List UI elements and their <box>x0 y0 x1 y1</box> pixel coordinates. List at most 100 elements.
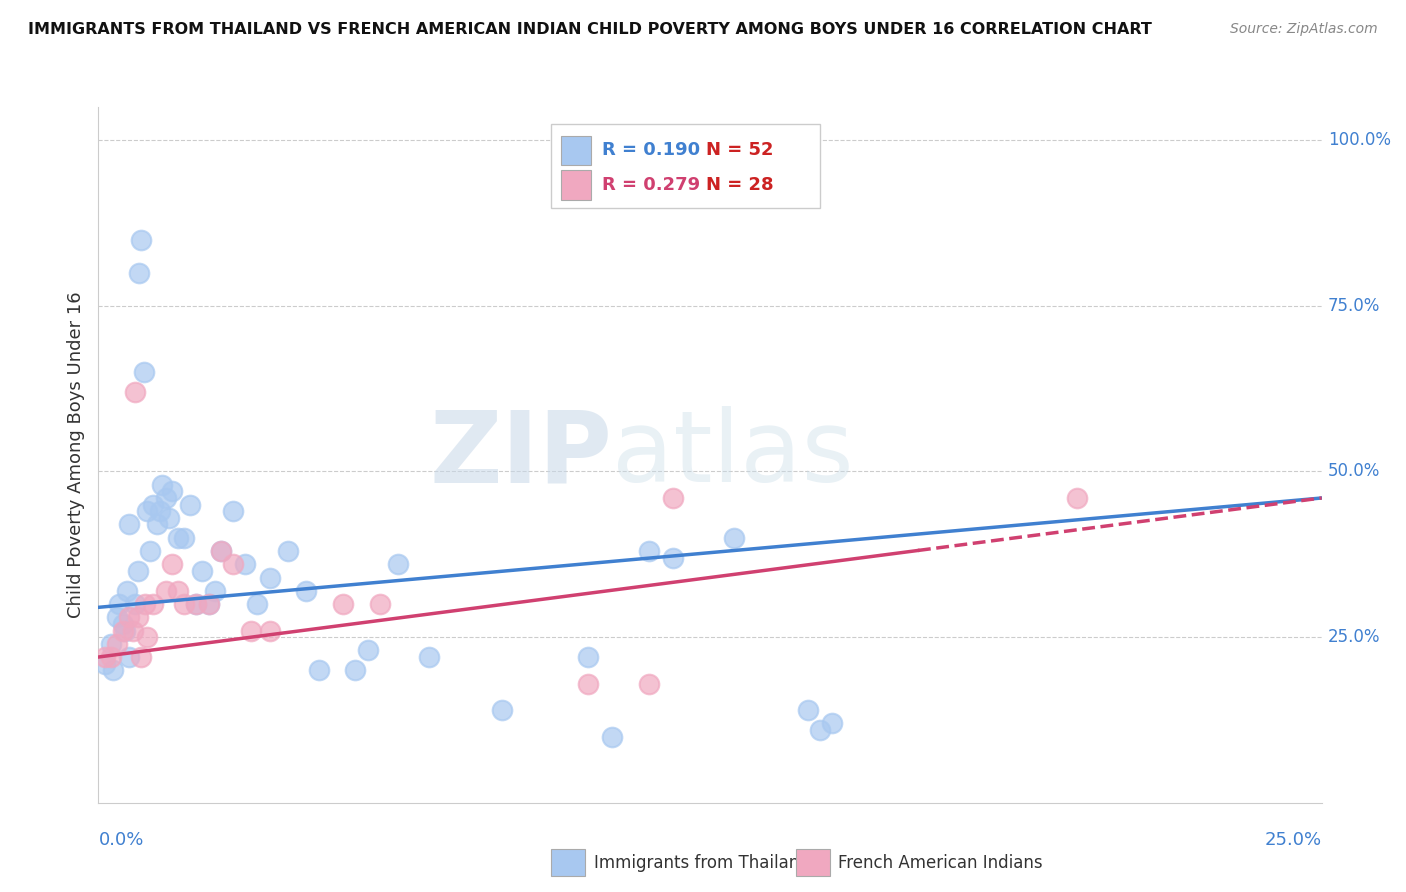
Point <box>637 544 661 558</box>
Point <box>101 663 124 677</box>
Point <box>167 583 190 598</box>
Point <box>662 550 685 565</box>
Point <box>115 583 138 598</box>
FancyBboxPatch shape <box>796 849 830 876</box>
Point <box>209 544 232 558</box>
Point <box>197 597 219 611</box>
Point <box>129 233 152 247</box>
Text: 25.0%: 25.0% <box>1327 628 1381 646</box>
Point <box>93 657 115 671</box>
Text: 25.0%: 25.0% <box>1264 830 1322 848</box>
Point <box>118 650 141 665</box>
Point <box>186 597 208 611</box>
Point <box>93 650 115 665</box>
Point <box>191 564 214 578</box>
Point <box>129 650 152 665</box>
Point <box>576 676 599 690</box>
Y-axis label: Child Poverty Among Boys Under 16: Child Poverty Among Boys Under 16 <box>66 292 84 618</box>
Point <box>121 624 143 638</box>
Point <box>246 597 269 611</box>
Point <box>142 498 165 512</box>
Point <box>576 650 599 665</box>
FancyBboxPatch shape <box>561 170 592 200</box>
Point <box>136 504 159 518</box>
Point <box>356 643 378 657</box>
Text: atlas: atlas <box>612 407 853 503</box>
Point <box>157 511 180 525</box>
Point <box>111 616 134 631</box>
Point <box>124 597 146 611</box>
Point <box>167 531 190 545</box>
Text: Source: ZipAtlas.com: Source: ZipAtlas.com <box>1230 22 1378 37</box>
Text: N = 52: N = 52 <box>706 141 773 159</box>
Point <box>127 564 149 578</box>
Point <box>128 266 150 280</box>
Point <box>111 624 134 638</box>
Text: R = 0.279: R = 0.279 <box>602 176 700 194</box>
Text: 0.0%: 0.0% <box>98 830 143 848</box>
Text: 50.0%: 50.0% <box>1327 462 1381 481</box>
Point <box>240 624 263 638</box>
Point <box>600 730 623 744</box>
Point <box>233 558 256 572</box>
Text: R = 0.190: R = 0.190 <box>602 141 700 159</box>
Point <box>259 570 281 584</box>
Point <box>277 544 299 558</box>
Point <box>821 716 844 731</box>
Point <box>105 610 128 624</box>
Point <box>222 558 245 572</box>
Point <box>332 597 354 611</box>
FancyBboxPatch shape <box>551 124 820 208</box>
Point <box>149 504 172 518</box>
Point <box>186 597 208 611</box>
Point <box>723 531 745 545</box>
Point <box>108 597 131 611</box>
Point <box>118 517 141 532</box>
Point <box>124 384 146 399</box>
Text: ZIP: ZIP <box>429 407 612 503</box>
Text: 100.0%: 100.0% <box>1327 131 1391 149</box>
Point <box>173 597 195 611</box>
Point <box>1066 491 1088 505</box>
Point <box>308 663 330 677</box>
Point <box>150 477 173 491</box>
Point <box>100 650 122 665</box>
Point <box>155 491 177 505</box>
Point <box>114 624 136 638</box>
Point <box>160 558 183 572</box>
Point <box>637 676 661 690</box>
Point <box>197 597 219 611</box>
Point <box>387 558 409 572</box>
Text: N = 28: N = 28 <box>706 176 773 194</box>
Point <box>155 583 177 598</box>
Point <box>295 583 318 598</box>
Point <box>160 484 183 499</box>
Point <box>136 630 159 644</box>
Point <box>132 365 155 379</box>
Point <box>100 637 122 651</box>
Point <box>797 703 820 717</box>
Point <box>222 504 245 518</box>
Point <box>105 637 128 651</box>
Point <box>418 650 440 665</box>
Point <box>368 597 391 611</box>
Point <box>139 544 162 558</box>
Point <box>142 597 165 611</box>
Point <box>118 610 141 624</box>
Text: IMMIGRANTS FROM THAILAND VS FRENCH AMERICAN INDIAN CHILD POVERTY AMONG BOYS UNDE: IMMIGRANTS FROM THAILAND VS FRENCH AMERI… <box>28 22 1152 37</box>
Point <box>344 663 367 677</box>
Point <box>179 498 201 512</box>
Point <box>209 544 232 558</box>
Point <box>491 703 513 717</box>
FancyBboxPatch shape <box>551 849 585 876</box>
Point <box>173 531 195 545</box>
Point <box>808 723 831 737</box>
Point <box>146 517 169 532</box>
Text: French American Indians: French American Indians <box>838 854 1043 871</box>
Point <box>127 610 149 624</box>
Point <box>662 491 685 505</box>
Point <box>259 624 281 638</box>
FancyBboxPatch shape <box>561 136 592 165</box>
Point <box>204 583 226 598</box>
Point <box>134 597 156 611</box>
